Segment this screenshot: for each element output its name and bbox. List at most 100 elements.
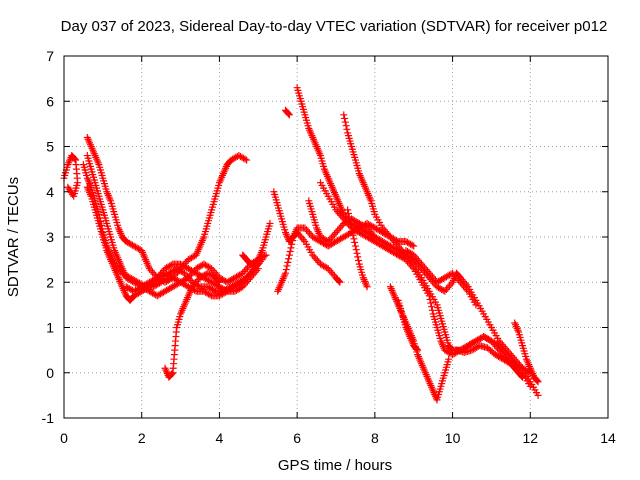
series-track-4 bbox=[83, 152, 270, 300]
data-point-marker bbox=[354, 253, 362, 261]
y-tick-label: 4 bbox=[46, 184, 54, 200]
data-point-marker bbox=[149, 268, 157, 276]
data-point-marker bbox=[533, 377, 541, 385]
data-point-marker bbox=[534, 378, 542, 386]
data-point-marker bbox=[347, 220, 355, 228]
data-point-marker bbox=[340, 111, 348, 119]
series-track-7 bbox=[161, 269, 223, 381]
x-tick-label: 6 bbox=[293, 430, 301, 446]
data-point-marker bbox=[472, 301, 480, 309]
data-point-marker bbox=[284, 258, 292, 266]
data-point-marker bbox=[413, 345, 421, 353]
data-point-marker bbox=[281, 269, 289, 277]
data-point-marker bbox=[254, 265, 262, 273]
data-point-marker bbox=[285, 255, 293, 263]
data-point-marker bbox=[301, 224, 309, 232]
x-tick-label: 2 bbox=[138, 430, 146, 446]
series-track-10 bbox=[270, 188, 344, 286]
data-point-marker bbox=[447, 270, 455, 278]
y-tick-label: 6 bbox=[46, 93, 54, 109]
grid-lines bbox=[64, 56, 608, 418]
data-point-marker bbox=[428, 303, 436, 311]
data-point-marker bbox=[64, 183, 72, 191]
series-track-2 bbox=[83, 133, 251, 286]
data-point-marker bbox=[298, 234, 306, 242]
data-point-marker bbox=[349, 231, 357, 239]
data-point-marker bbox=[344, 206, 352, 214]
x-tick-label: 14 bbox=[600, 430, 616, 446]
data-point-marker bbox=[445, 282, 453, 290]
data-point-marker bbox=[286, 247, 294, 255]
data-point-marker bbox=[414, 346, 422, 354]
x-tick-label: 8 bbox=[371, 430, 379, 446]
data-point-marker bbox=[352, 246, 360, 254]
data-point-marker bbox=[348, 228, 356, 236]
series-track-17 bbox=[452, 342, 527, 381]
data-point-marker bbox=[344, 209, 352, 217]
data-point-marker bbox=[210, 286, 218, 294]
data-point-marker bbox=[336, 278, 344, 286]
series-track-13 bbox=[340, 111, 534, 377]
series-track-18 bbox=[511, 319, 542, 386]
data-point-marker bbox=[519, 373, 527, 381]
data-point-marker bbox=[262, 251, 270, 259]
data-point-marker bbox=[341, 118, 349, 126]
data-point-marker bbox=[323, 237, 331, 245]
data-point-marker bbox=[348, 224, 356, 232]
data-point-marker bbox=[206, 291, 214, 299]
series-track-11 bbox=[281, 106, 293, 119]
data-point-marker bbox=[335, 277, 343, 285]
data-point-marker bbox=[526, 382, 534, 390]
data-point-marker bbox=[329, 270, 337, 278]
data-point-marker bbox=[353, 249, 361, 257]
series-track-6 bbox=[122, 265, 262, 300]
y-tick-label: 7 bbox=[46, 48, 54, 64]
data-point-marker bbox=[518, 372, 526, 380]
data-point-marker bbox=[534, 391, 542, 399]
data-point-marker bbox=[312, 255, 320, 263]
series-track-1 bbox=[60, 152, 82, 200]
data-point-marker bbox=[335, 225, 343, 233]
data-points bbox=[60, 84, 542, 404]
data-point-marker bbox=[442, 285, 450, 293]
series-track-14 bbox=[316, 179, 534, 390]
data-point-marker bbox=[332, 228, 340, 236]
data-point-marker bbox=[445, 355, 453, 363]
plot-frame bbox=[63, 55, 609, 419]
data-point-marker bbox=[306, 229, 314, 237]
data-point-marker bbox=[282, 266, 290, 274]
data-point-marker bbox=[302, 226, 310, 234]
series-track-16 bbox=[394, 296, 422, 354]
series-track-12 bbox=[293, 84, 542, 399]
data-point-marker bbox=[168, 370, 176, 378]
data-point-marker bbox=[371, 233, 379, 241]
data-point-marker bbox=[243, 156, 251, 164]
x-tick-label: 10 bbox=[445, 430, 461, 446]
data-point-marker bbox=[334, 227, 342, 235]
data-point-marker bbox=[343, 125, 351, 133]
data-point-marker bbox=[327, 268, 335, 276]
data-point-marker bbox=[337, 223, 345, 231]
data-point-marker bbox=[222, 288, 230, 296]
data-point-marker bbox=[283, 262, 291, 270]
series-track-20 bbox=[344, 206, 371, 291]
data-point-marker bbox=[304, 228, 312, 236]
data-point-marker bbox=[266, 219, 274, 227]
y-tick-label: -1 bbox=[42, 410, 55, 426]
y-tick-label: 1 bbox=[46, 320, 54, 336]
data-point-marker bbox=[329, 232, 337, 240]
data-point-marker bbox=[428, 306, 436, 314]
data-point-marker bbox=[287, 244, 295, 252]
data-point-marker bbox=[241, 155, 249, 163]
data-point-marker bbox=[426, 295, 434, 303]
series-track-21 bbox=[402, 247, 480, 309]
y-tick-label: 0 bbox=[46, 365, 54, 381]
data-point-marker bbox=[351, 238, 359, 246]
data-point-marker bbox=[350, 235, 358, 243]
data-point-marker bbox=[71, 155, 79, 163]
data-point-marker bbox=[408, 241, 416, 249]
data-point-marker bbox=[346, 217, 354, 225]
y-tick-label: 2 bbox=[46, 274, 54, 290]
